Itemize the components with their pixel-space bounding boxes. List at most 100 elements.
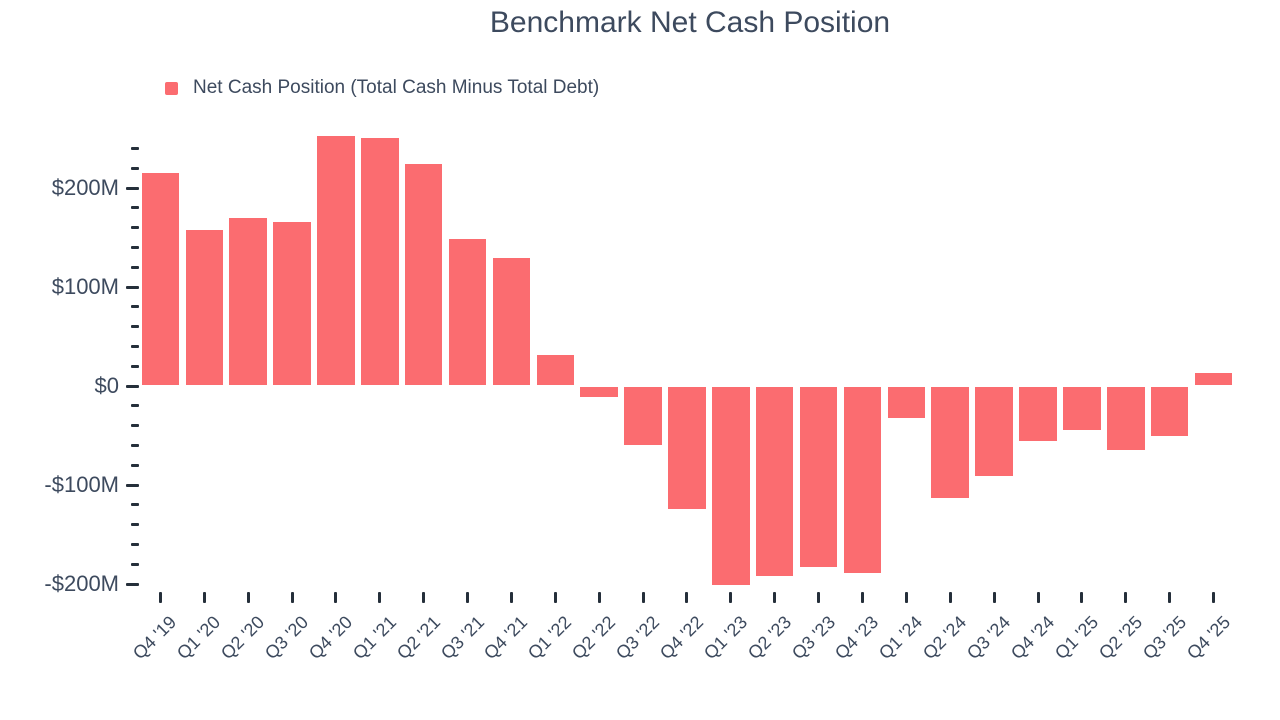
x-axis-label-text: Q1 '24 bbox=[875, 612, 927, 664]
x-axis-tick bbox=[685, 592, 689, 603]
y-axis-minor-tick bbox=[131, 562, 139, 566]
x-axis-tick bbox=[992, 592, 996, 603]
x-axis-tick bbox=[1212, 592, 1216, 603]
y-axis-label: $0 bbox=[94, 373, 119, 398]
y-axis-minor-tick bbox=[131, 404, 139, 408]
bar[interactable] bbox=[229, 217, 267, 386]
x-axis-tick bbox=[246, 592, 250, 603]
x-axis-label-text: Q2 '24 bbox=[919, 612, 971, 664]
y-axis-major-tick bbox=[126, 483, 139, 487]
x-axis-label-text: Q1 '25 bbox=[1050, 612, 1103, 664]
y-axis-minor-tick bbox=[131, 364, 139, 368]
y-axis-label: -$200M bbox=[44, 571, 119, 596]
bar[interactable] bbox=[492, 258, 531, 386]
legend-label: Net Cash Position (Total Cash Minus Tota… bbox=[193, 77, 600, 98]
y-axis-label: -$100M bbox=[44, 472, 119, 497]
y-axis-minor-tick bbox=[131, 166, 139, 170]
x-axis-tick bbox=[948, 592, 952, 603]
x-axis-label-text: Q3 '22 bbox=[611, 612, 664, 664]
bar[interactable] bbox=[931, 386, 969, 499]
x-axis-tick bbox=[158, 592, 162, 603]
x-axis-tick bbox=[860, 592, 864, 603]
bar[interactable] bbox=[1063, 386, 1101, 431]
y-axis-major-tick bbox=[126, 582, 139, 586]
y-axis-label: $100M bbox=[51, 274, 119, 299]
bar[interactable] bbox=[1150, 386, 1189, 436]
y-axis-label: $200M bbox=[51, 175, 119, 200]
x-axis-tick bbox=[1168, 592, 1172, 603]
x-axis-label-text: Q1 '20 bbox=[173, 612, 225, 664]
bar[interactable] bbox=[580, 386, 618, 398]
x-axis-label-text: Q2 '23 bbox=[743, 612, 795, 664]
x-axis-tick bbox=[290, 592, 294, 603]
x-axis-tick bbox=[466, 592, 470, 603]
bar[interactable] bbox=[273, 221, 311, 386]
bar[interactable] bbox=[317, 135, 355, 386]
x-axis-tick bbox=[641, 592, 645, 603]
x-axis-tick bbox=[1036, 592, 1040, 603]
x-axis-label-text: Q1 '21 bbox=[348, 612, 400, 664]
bar[interactable] bbox=[141, 173, 180, 386]
bar[interactable] bbox=[536, 355, 575, 386]
x-axis-label-text: Q2 '22 bbox=[568, 612, 620, 664]
x-axis-label-text: Q2 '20 bbox=[217, 612, 269, 664]
x-axis-tick bbox=[1080, 592, 1084, 603]
x-axis-label-text: Q2 '21 bbox=[392, 612, 444, 664]
bar[interactable] bbox=[668, 386, 706, 510]
y-axis-minor-tick bbox=[131, 344, 139, 348]
y-axis-major-tick bbox=[126, 384, 139, 388]
x-axis-label-text: Q3 '25 bbox=[1138, 612, 1190, 664]
x-axis-label-text: Q4 '23 bbox=[831, 612, 883, 664]
x-axis-label-text: Q4 '21 bbox=[480, 612, 532, 664]
x-axis-label-text: Q4 '22 bbox=[655, 612, 708, 664]
x-axis-label-text: Q4 '24 bbox=[1006, 612, 1059, 664]
y-axis-minor-tick bbox=[131, 463, 139, 467]
x-axis-label-text: Q3 '21 bbox=[436, 612, 488, 664]
bar[interactable] bbox=[799, 386, 838, 567]
x-axis-tick bbox=[773, 592, 777, 603]
x-axis-label-text: Q3 '23 bbox=[787, 612, 839, 664]
y-axis-minor-tick bbox=[131, 226, 139, 230]
x-axis-tick bbox=[422, 592, 426, 603]
x-axis-label-text: Q1 '22 bbox=[524, 612, 576, 664]
x-axis-tick bbox=[729, 592, 733, 603]
bar[interactable] bbox=[185, 229, 224, 386]
legend-item[interactable]: Net Cash Position (Total Cash Minus Tota… bbox=[165, 77, 599, 99]
x-axis-label-text: Q4 '19 bbox=[129, 612, 181, 664]
x-axis-tick bbox=[817, 592, 821, 603]
legend-marker-icon bbox=[165, 81, 178, 95]
x-axis-label-text: Q3 '24 bbox=[962, 612, 1015, 664]
bar[interactable] bbox=[1107, 386, 1145, 450]
bar[interactable] bbox=[843, 386, 882, 573]
x-axis-tick bbox=[509, 592, 513, 603]
bar[interactable] bbox=[624, 386, 662, 445]
bar[interactable] bbox=[755, 386, 794, 576]
y-axis-minor-tick bbox=[131, 542, 139, 546]
x-axis-label-text: Q4 '25 bbox=[1182, 612, 1234, 664]
x-axis-tick bbox=[378, 592, 382, 603]
bar[interactable] bbox=[404, 164, 443, 386]
y-axis-minor-tick bbox=[131, 443, 139, 447]
y-axis-minor-tick bbox=[131, 305, 139, 309]
bar[interactable] bbox=[887, 386, 926, 419]
x-axis-tick bbox=[334, 592, 338, 603]
bar[interactable] bbox=[975, 386, 1013, 476]
bar[interactable] bbox=[361, 137, 399, 386]
x-axis-tick bbox=[553, 592, 557, 603]
bar[interactable] bbox=[1194, 373, 1233, 386]
y-axis-major-tick bbox=[126, 285, 139, 289]
bar[interactable] bbox=[712, 386, 750, 586]
y-axis-minor-tick bbox=[131, 503, 139, 507]
x-axis-tick bbox=[202, 592, 206, 603]
chart-title: Benchmark Net Cash Position bbox=[489, 6, 891, 39]
x-axis-label-text: Q3 '20 bbox=[260, 612, 313, 664]
y-axis-major-tick bbox=[126, 186, 139, 190]
bar[interactable] bbox=[448, 239, 487, 386]
y-axis-minor-tick bbox=[131, 523, 139, 527]
y-axis-minor-tick bbox=[131, 265, 139, 269]
y-axis-minor-tick bbox=[131, 424, 139, 428]
y-axis-minor-tick bbox=[131, 325, 139, 329]
bar[interactable] bbox=[1019, 386, 1057, 441]
